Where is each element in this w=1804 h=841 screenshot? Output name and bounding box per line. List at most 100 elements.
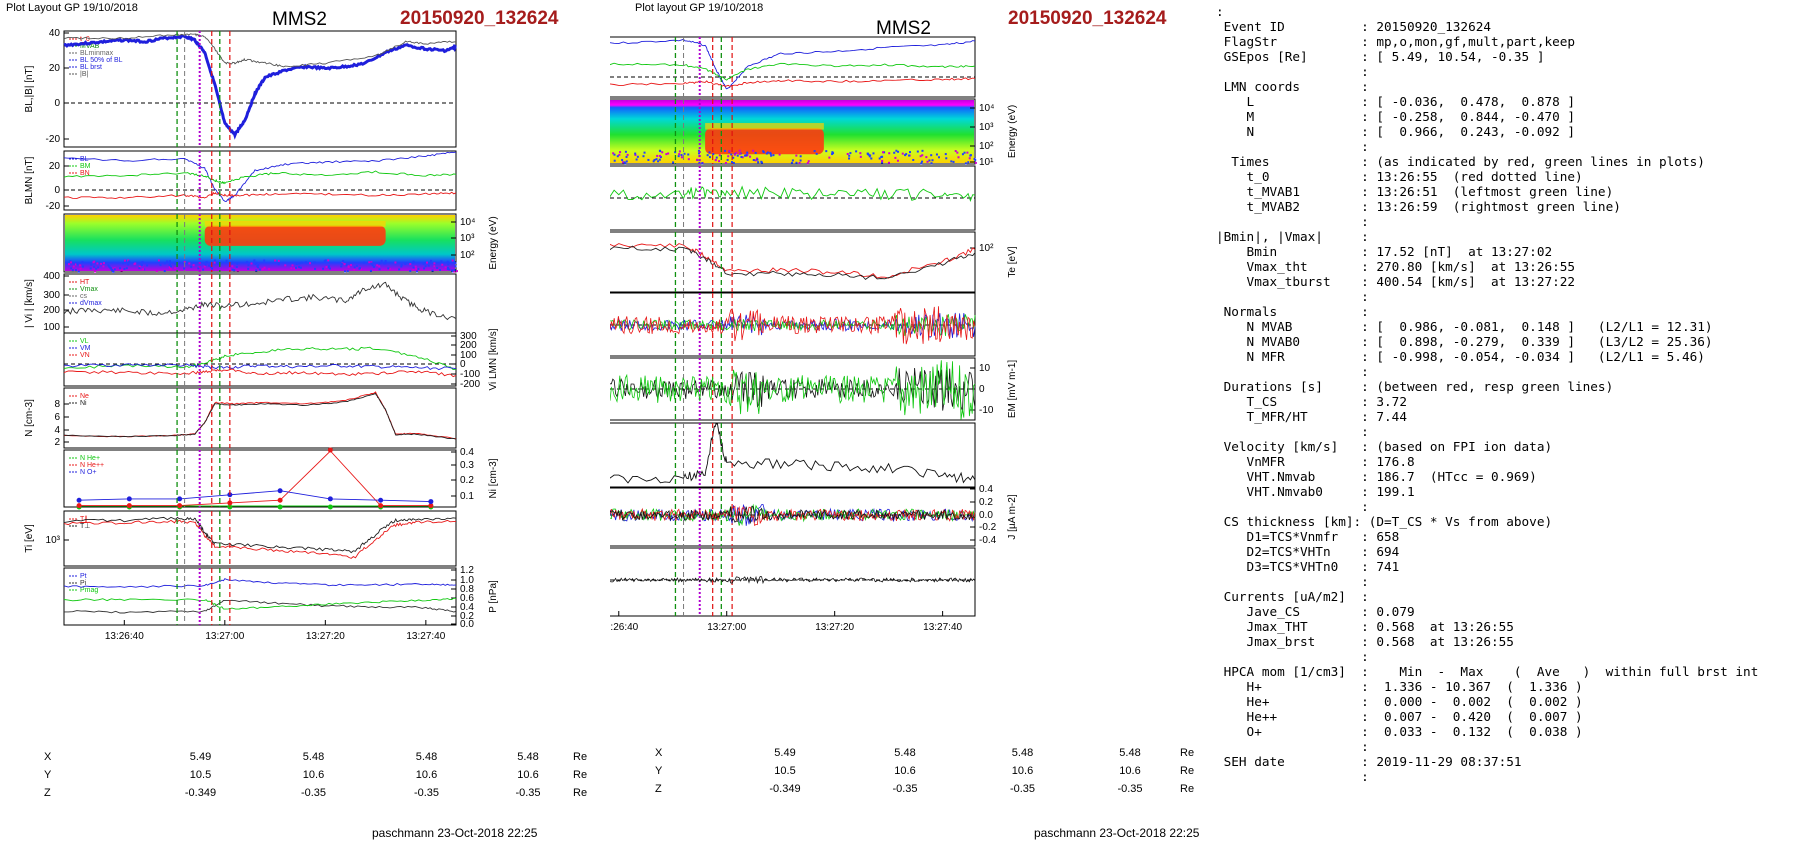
spectrogram-hot-region: [705, 128, 824, 155]
series-line: [63, 597, 457, 610]
spectrogram-pixel: [100, 262, 103, 265]
y-tick-label-right: 0.3: [460, 460, 474, 471]
spectrogram-pixel: [102, 262, 105, 265]
spectrogram-pixel: [342, 260, 345, 263]
series-line: [63, 391, 457, 440]
spectrogram-pixel: [213, 261, 216, 264]
spectrogram-pixel: [945, 157, 948, 160]
spectrogram-pixel: [634, 152, 637, 155]
panel-frame: [610, 98, 976, 165]
spectrogram-pixel: [277, 259, 280, 262]
cell: 10.5: [189, 769, 212, 781]
info-line: :: [1216, 364, 1369, 379]
spectrogram-pixel: [738, 149, 741, 152]
spectrogram-pixel: [230, 261, 233, 264]
spectrogram-pixel: [79, 267, 82, 270]
y-tick-label-right: 10¹: [979, 157, 994, 168]
spectrogram-pixel: [451, 269, 454, 272]
spectrogram-pixel: [727, 155, 730, 158]
data-point: [327, 504, 333, 510]
spectrogram-pixel: [859, 152, 862, 155]
spectrogram-pixel: [119, 267, 122, 270]
spectrogram-pixel: [613, 159, 616, 162]
y-tick-label-right: 0: [979, 384, 985, 395]
spectrogram-pixel: [961, 153, 964, 156]
spectrogram-pixel: [446, 266, 449, 269]
spectrogram-pixel: [905, 153, 908, 156]
panel-e_spec: 10⁴ 10³ 10² 10¹ Energy (eV): [610, 98, 1018, 168]
spectrogram-pixel: [166, 260, 169, 263]
unit: Re: [573, 787, 588, 799]
spectrogram-pixel: [921, 160, 924, 163]
info-line: t_MVAB1 : 13:26:51 (leftmost green line): [1216, 184, 1614, 199]
y-axis-label-right: Te [eV]: [1007, 246, 1018, 277]
spectrogram-pixel: [368, 261, 371, 264]
spectrogram-pixel: [120, 269, 123, 272]
info-line: :: [1216, 289, 1369, 304]
unit: Re: [573, 769, 588, 781]
spectrogram-pixel: [849, 152, 852, 155]
info-line: M : [ -0.258, 0.844, -0.470 ]: [1216, 109, 1576, 124]
y-axis-label: N [cm-3]: [24, 399, 35, 437]
y-tick-label: 300: [43, 290, 60, 301]
spectrogram-pixel: [431, 269, 434, 272]
spectrogram-pixel: [769, 151, 772, 154]
spectrogram-pixel: [346, 270, 349, 273]
spectrogram-pixel: [138, 265, 141, 268]
spectrogram-pixel: [718, 154, 721, 157]
series-line: [610, 77, 976, 88]
spectrogram-pixel: [697, 149, 700, 152]
spectrogram-pixel: [807, 160, 810, 163]
spectrogram-pixel: [163, 269, 166, 272]
spectrogram-warm-band: [705, 123, 824, 130]
y-axis-label-right: Ni [cm-3]: [488, 458, 499, 498]
position-row-x: X 5.49 5.48 5.48 5.48 Re: [655, 744, 1200, 762]
x-tick-label: 13:27:40: [923, 622, 962, 633]
spectrogram-pixel: [112, 267, 115, 270]
info-line: VHT.Nmvab : 186.7 (HTcc = 0.969): [1216, 469, 1537, 484]
spectrogram-pixel: [634, 153, 637, 156]
spectrogram-pixel: [247, 264, 250, 267]
spectrogram-pixel: [636, 155, 639, 158]
info-line: HPCA mom [1/cm3] : Min - Max ( Ave ) wit…: [1216, 664, 1759, 679]
spectrogram-pixel: [371, 264, 374, 267]
series-line: [63, 34, 457, 140]
legend-label: VN: [80, 352, 90, 359]
series-line: [63, 392, 457, 440]
spectrogram-pixel: [625, 160, 628, 163]
panel-frame: [63, 150, 457, 211]
info-line: Durations [s] : (between red, resp green…: [1216, 379, 1614, 394]
panel-frame: [610, 547, 976, 617]
x-tick-label: 13:27:40: [406, 631, 445, 642]
spectrogram-pixel: [659, 156, 662, 159]
spectrogram-pixel: [384, 262, 387, 265]
info-line: CS thickness [km]: (D=T_CS * Vs from abo…: [1216, 514, 1553, 529]
spectrogram-pixel: [412, 266, 415, 269]
spectrogram-pixel: [935, 153, 938, 156]
info-line: Jave_CS : 0.079: [1216, 604, 1415, 619]
legend-label: T⊥: [80, 523, 90, 530]
spectrogram-pixel: [127, 259, 130, 262]
spectrogram-pixel: [708, 156, 711, 159]
spectrogram-pixel: [414, 265, 417, 268]
info-line: D2=TCS*VHTn : 694: [1216, 544, 1400, 559]
spectrogram-pixel: [213, 259, 216, 262]
spectrogram-pixel: [228, 267, 231, 270]
spectrogram-pixel: [217, 262, 220, 265]
spectrogram-pixel: [735, 151, 738, 154]
spectrogram-pixel: [328, 267, 331, 270]
spectrogram-pixel: [422, 262, 425, 265]
spectrogram-pixel: [954, 150, 957, 153]
data-point: [76, 503, 82, 509]
y-axis-label-right: J [µA m-2]: [1007, 494, 1018, 539]
spectrogram-pixel: [746, 151, 749, 154]
spectrogram-pixel: [376, 264, 379, 267]
series-line: [79, 490, 431, 503]
spectrogram-pixel: [667, 152, 670, 155]
spectrogram-pixel: [327, 266, 330, 269]
info-line: SEH date : 2019-11-29 08:37:51: [1216, 754, 1522, 769]
spectrogram-pixel: [687, 153, 690, 156]
spectrogram-pixel: [969, 154, 972, 157]
